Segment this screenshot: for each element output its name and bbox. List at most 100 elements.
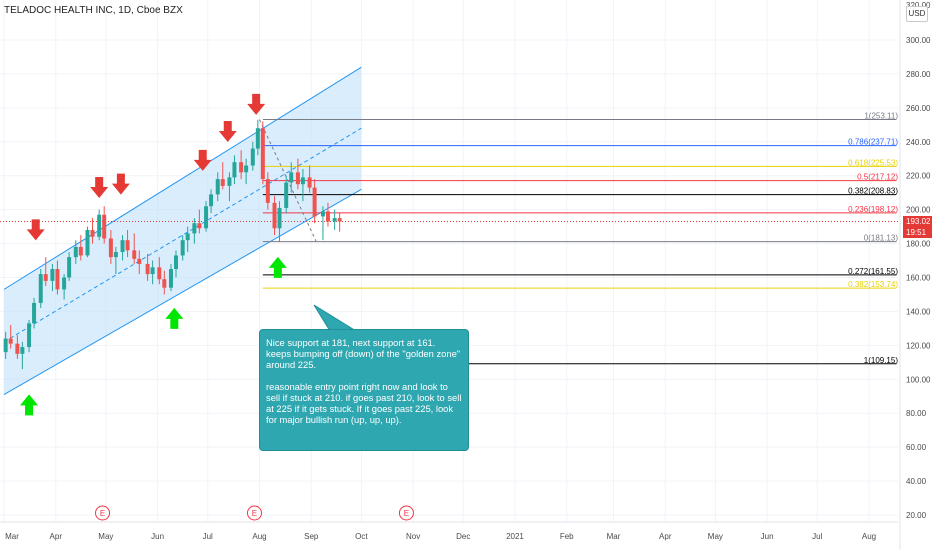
time-tick-label: Dec: [456, 532, 470, 541]
time-axis[interactable]: Mar Apr May Jun Jul Aug Sep Oct Nov Dec 2021 Feb Mar…: [0, 521, 898, 541]
candle-body: [284, 182, 289, 208]
time-tick-label: May: [98, 532, 113, 541]
green-up-arrow-icon[interactable]: [165, 307, 184, 329]
time-tick-label: Oct: [355, 532, 368, 541]
candle-body: [337, 218, 342, 222]
earnings-marker-icon[interactable]: [246, 505, 262, 521]
candle-body: [227, 177, 232, 186]
earnings-marker-label: E: [100, 509, 105, 518]
price-tick-label: 280.00: [906, 70, 931, 79]
red-down-arrow-icon[interactable]: [26, 219, 45, 241]
candle-body: [15, 343, 20, 354]
price-tick-label: 240.00: [906, 138, 931, 147]
price-tick-label: 320.00: [906, 1, 931, 10]
candle-body: [185, 233, 190, 241]
candle-body: [204, 206, 209, 229]
candle-body: [277, 207, 282, 229]
time-tick-label: Jun: [761, 532, 774, 541]
candle-body: [137, 258, 142, 264]
price-tick-label: 40.00: [906, 477, 927, 486]
candle-body: [62, 277, 67, 290]
time-tick-label: Apr: [50, 532, 63, 541]
candle-body: [3, 338, 8, 353]
time-tick-label: Feb: [560, 532, 574, 541]
red-down-arrow-icon[interactable]: [90, 176, 109, 198]
channel-lower-line[interactable]: [3, 188, 362, 395]
time-tick-label: Apr: [659, 532, 672, 541]
fib-level-label: 0.618(225.53): [848, 158, 898, 167]
time-tick-label: Nov: [406, 532, 420, 541]
fib-trend-line[interactable]: [259, 119, 317, 242]
note-paragraph-1: Nice support at 181, next support at 161…: [266, 337, 461, 370]
regression-channel[interactable]: [3, 66, 362, 395]
fib-level-label: 0.382(153.74): [848, 280, 898, 289]
candle-body: [150, 267, 155, 275]
red-down-arrow-icon[interactable]: [111, 173, 130, 195]
candle-body: [97, 214, 102, 237]
candle-body: [125, 240, 130, 251]
candle-body: [244, 165, 249, 173]
price-tick-label: 120.00: [906, 341, 931, 350]
price-tick-label: 20.00: [906, 511, 927, 520]
currency-button[interactable]: USD: [906, 6, 928, 22]
candle-body: [312, 187, 317, 217]
fib-level-label: 1(109.15): [864, 356, 899, 365]
price-tick-label: 180.00: [906, 240, 931, 249]
time-tick-label: Aug: [252, 532, 266, 541]
arrow-annotations[interactable]: [20, 93, 287, 416]
fib-level-label: 0.5(217.12): [857, 173, 898, 182]
candle-body: [113, 252, 118, 258]
candle-body: [27, 323, 32, 348]
price-tick-label: 300.00: [906, 36, 931, 45]
chart-title: TELADOC HEALTH INC, 1D, Cboe BZX: [4, 5, 183, 16]
candle-body: [55, 269, 60, 290]
price-tick-label: 60.00: [906, 443, 927, 452]
earnings-marker-label: E: [252, 509, 257, 518]
candle-body: [132, 250, 137, 259]
candle-body: [173, 255, 178, 270]
price-tick-label: 100.00: [906, 375, 931, 384]
red-down-arrow-icon[interactable]: [247, 93, 266, 115]
candle-body: [320, 211, 325, 217]
candle-body: [300, 177, 305, 185]
time-tick-label: Aug: [862, 532, 876, 541]
candle-body: [102, 214, 107, 239]
price-tick-label: 80.00: [906, 409, 927, 418]
price-tick-label: 260.00: [906, 104, 931, 113]
candle-body: [260, 128, 265, 180]
red-down-arrow-icon[interactable]: [193, 149, 212, 171]
candle-body: [168, 269, 173, 288]
time-tick-label: Jun: [151, 532, 164, 541]
candle-body: [120, 240, 125, 253]
candle-body: [332, 218, 337, 222]
note-callout[interactable]: Nice support at 181, next support at 161…: [259, 329, 469, 451]
green-up-arrow-icon[interactable]: [268, 256, 287, 278]
candle-body: [220, 179, 225, 186]
price-tick-label: 160.00: [906, 274, 931, 283]
green-up-arrow-icon[interactable]: [20, 394, 39, 416]
candle-body: [32, 302, 37, 324]
channel-upper-line[interactable]: [3, 66, 362, 290]
candlestick-series: [3, 119, 342, 370]
candle-body: [90, 230, 95, 237]
fib-level-label: 1(253.11): [864, 112, 898, 121]
candle-body: [67, 257, 72, 278]
earnings-marker-icon[interactable]: [95, 505, 111, 521]
earnings-marker-icon[interactable]: [398, 505, 414, 521]
red-down-arrow-icon[interactable]: [218, 121, 237, 142]
fib-level-label: 0.382(208.83): [848, 187, 898, 196]
candle-body: [325, 211, 330, 222]
candle-body: [85, 230, 90, 256]
candle-body: [265, 179, 270, 203]
candle-body: [197, 223, 202, 229]
time-tick-label: Mar: [5, 532, 19, 541]
candle-body: [209, 194, 214, 207]
fib-level-label: 0(181.13): [864, 234, 899, 243]
fibonacci-retracement[interactable]: 1(253.11) 0.786(237.71) 0.618(225.53) 0.5(2…: [0, 112, 898, 365]
price-axis[interactable]: 20.00 40.00 60.00 80.00 100.00 120.00 140.00 16…: [899, 0, 931, 550]
price-tick-label: 140.00: [906, 307, 931, 316]
time-tick-label: Mar: [607, 532, 621, 541]
bar-countdown-label: 19:51: [903, 227, 932, 239]
